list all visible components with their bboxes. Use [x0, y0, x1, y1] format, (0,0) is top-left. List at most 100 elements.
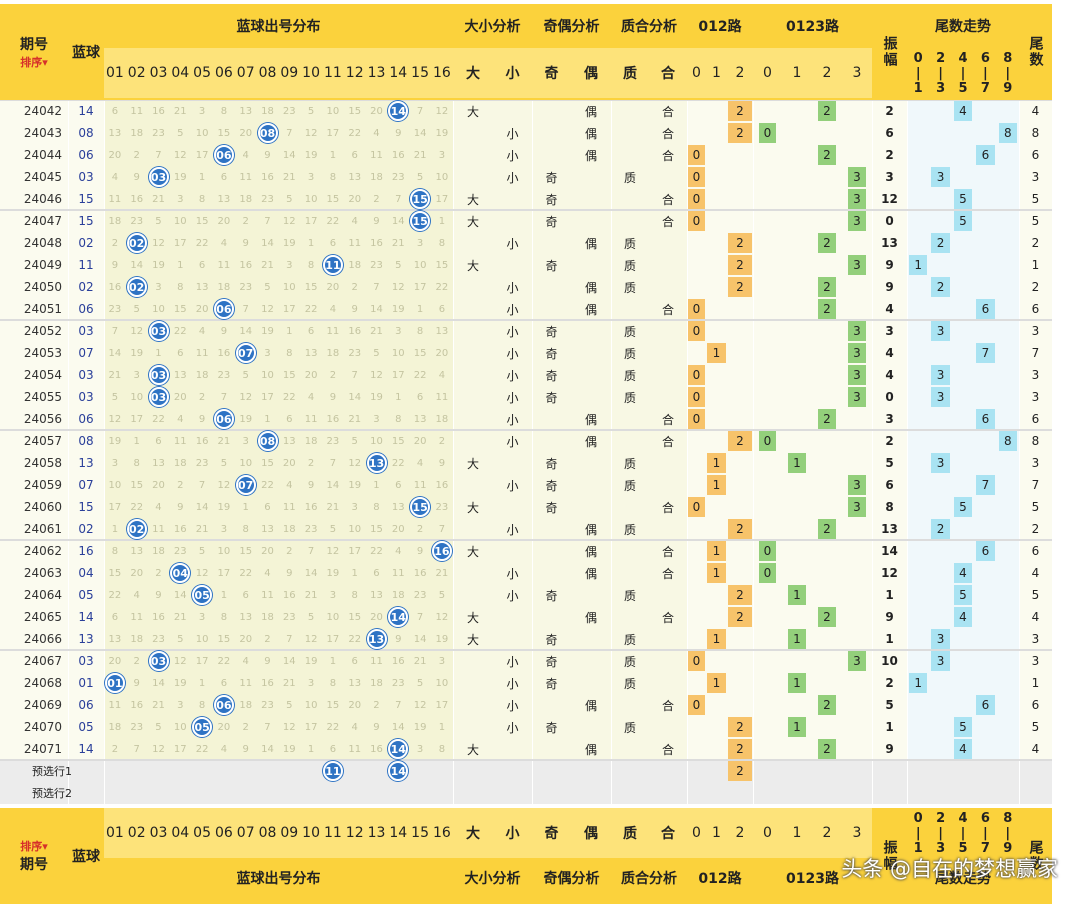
- tail-group-header: 0 | 1: [907, 48, 929, 98]
- amplitude-value: 4: [885, 346, 894, 360]
- tail-digit: 4: [958, 810, 968, 826]
- route012-value: 0: [688, 321, 705, 341]
- omission-cell: 8: [286, 347, 293, 359]
- route0123-value: 2: [818, 695, 836, 715]
- omission-cell: 9: [242, 743, 249, 755]
- omission-cell: 21: [217, 435, 231, 447]
- omission-cell: 21: [108, 369, 122, 381]
- route0123-value: 3: [848, 365, 866, 385]
- period-cell: 24054: [23, 368, 62, 382]
- bigsmall-value: 小: [506, 302, 519, 317]
- omission-cell: 5: [373, 347, 380, 359]
- omission-cell: 16: [391, 655, 405, 667]
- route0123-value: 2: [818, 101, 836, 121]
- oddeven-value: 奇: [545, 720, 558, 735]
- tail-value: 2: [1031, 522, 1040, 536]
- omission-cell: 23: [391, 677, 405, 689]
- omission-cell: 6: [264, 501, 271, 513]
- tail-group-value: 7: [976, 475, 995, 495]
- amplitude-value: 2: [885, 148, 894, 162]
- route0123-value: 1: [788, 629, 806, 649]
- amplitude-value: 5: [885, 456, 894, 470]
- blue-ball: 03: [148, 365, 169, 385]
- omission-cell: 22: [391, 457, 405, 469]
- sort-link[interactable]: 排序▾: [20, 840, 48, 853]
- primecomp-value: 合: [661, 566, 674, 581]
- route012-value: 1: [707, 629, 726, 649]
- route012-value: 2: [728, 519, 752, 539]
- omission-cell: 23: [370, 259, 383, 271]
- omission-cell: 11: [435, 391, 449, 403]
- omission-cell: 6: [416, 391, 424, 403]
- omission-cell: 8: [198, 699, 206, 711]
- sort-link[interactable]: 排序▾: [20, 56, 48, 69]
- primecomp-value: 合: [661, 544, 674, 559]
- omission-cell: 20: [195, 303, 209, 315]
- dist-number-header: 12: [345, 65, 364, 81]
- period-cell: 24056: [23, 412, 62, 426]
- period-cell: 24058: [23, 456, 62, 470]
- bigsmall-value: 大: [466, 632, 479, 647]
- omission-cell: 4: [373, 127, 380, 139]
- blue-ball: 08: [257, 123, 278, 143]
- dist-number-header: 09: [280, 825, 299, 841]
- omission-cell: 12: [195, 567, 209, 579]
- blue-value-cell: 08: [78, 126, 94, 140]
- route012-value: 1: [707, 673, 726, 693]
- omission-cell: 4: [133, 589, 140, 601]
- omission-cell: 18: [391, 589, 405, 601]
- omission-cell: 2: [111, 237, 119, 249]
- dist-number-header: 16: [432, 65, 451, 81]
- header-even: 偶: [584, 66, 598, 82]
- route0123-value: 2: [818, 739, 836, 759]
- oddeven-value: 偶: [584, 126, 597, 141]
- period-cell: 24049: [23, 258, 62, 272]
- primecomp-value: 质: [623, 346, 636, 361]
- omission-cell: 20: [130, 567, 144, 579]
- tail-value: 5: [1031, 192, 1040, 206]
- dist-number-header: 08: [258, 65, 277, 81]
- omission-cell: 13: [217, 193, 231, 205]
- header-prime: 质: [623, 826, 637, 842]
- blue-ball: 13: [366, 453, 387, 473]
- omission-cell: 4: [351, 721, 358, 733]
- omission-cell: 9: [111, 259, 119, 271]
- omission-cell: 10: [173, 215, 187, 227]
- amplitude-value: 9: [885, 610, 894, 624]
- tail-group-value: 4: [953, 607, 973, 627]
- tail-group-value: 2: [931, 519, 950, 539]
- column-divider: [1052, 4, 1053, 899]
- oddeven-value: 偶: [584, 412, 597, 427]
- period-cell: 24070: [23, 720, 62, 734]
- blue-ball: 03: [148, 651, 169, 671]
- omission-cell: 4: [177, 413, 184, 425]
- omission-cell: 3: [416, 237, 424, 249]
- omission-cell: 17: [173, 237, 187, 249]
- tail-group-value: 5: [953, 585, 973, 605]
- omission-cell: 6: [177, 347, 184, 359]
- route0123-value: 2: [818, 607, 836, 627]
- omission-cell: 22: [173, 325, 187, 337]
- primecomp-value: 质: [623, 324, 636, 339]
- omission-cell: 16: [326, 413, 340, 425]
- tail-sep: |: [960, 65, 966, 81]
- omission-cell: 1: [111, 523, 119, 535]
- primecomp-value: 合: [661, 610, 674, 625]
- amplitude-value: 6: [885, 126, 894, 140]
- bigsmall-value: 小: [506, 390, 519, 405]
- period-cell: 24059: [23, 478, 62, 492]
- primecomp-value: 合: [661, 126, 674, 141]
- omission-cell: 7: [286, 633, 293, 645]
- omission-cell: 2: [264, 633, 271, 645]
- omission-cell: 7: [242, 303, 249, 315]
- dist-number-header: 07: [236, 65, 255, 81]
- column-divider: [532, 4, 533, 899]
- omission-cell: 7: [133, 743, 140, 755]
- omission-cell: 1: [438, 215, 446, 227]
- omission-cell: 11: [239, 677, 253, 689]
- omission-cell: 11: [413, 479, 427, 491]
- omission-cell: 14: [304, 567, 318, 579]
- blue-ball: 02: [126, 519, 147, 539]
- omission-cell: 21: [173, 611, 187, 623]
- tail-group-value: 2: [931, 277, 950, 297]
